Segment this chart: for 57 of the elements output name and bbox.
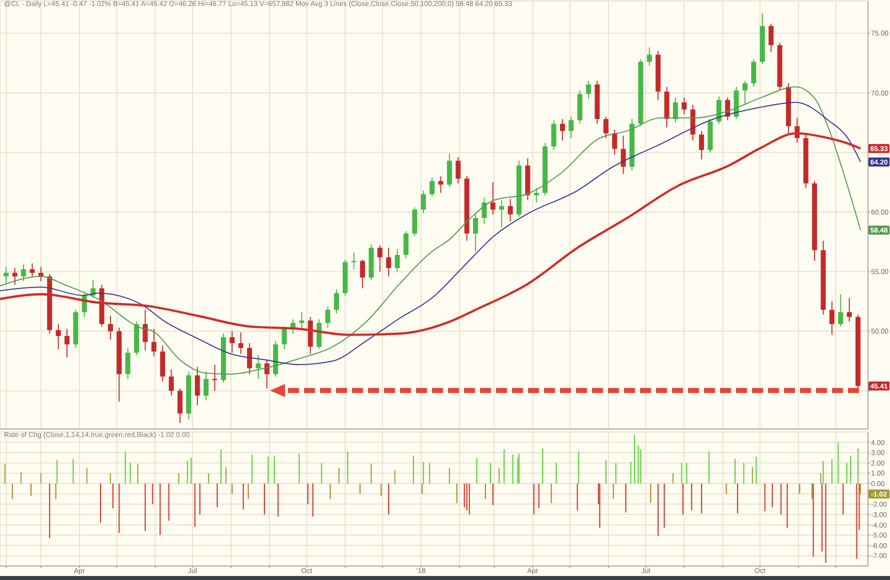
candlestick <box>125 347 130 380</box>
candlestick <box>64 328 70 358</box>
candlestick <box>194 366 200 406</box>
candlestick <box>586 80 592 100</box>
candlestick <box>247 342 252 375</box>
candlestick <box>446 153 452 188</box>
candlestick <box>108 315 113 340</box>
candlestick <box>230 330 235 354</box>
candlestick <box>142 309 148 351</box>
candlestick <box>490 182 496 215</box>
candlestick <box>482 197 487 224</box>
candlestick <box>299 312 304 331</box>
candlestick <box>672 97 678 124</box>
candlestick <box>360 259 366 289</box>
candlestick <box>551 120 556 151</box>
candlestick <box>560 118 565 141</box>
candlestick <box>334 289 339 314</box>
candlestick <box>377 244 382 272</box>
candlestick <box>282 326 287 350</box>
candlestick <box>620 135 626 174</box>
candlestick <box>829 300 834 336</box>
candlestick <box>30 262 35 277</box>
candlestick <box>768 23 774 53</box>
candlestick <box>325 306 330 328</box>
candlestick <box>238 332 244 354</box>
candlestick <box>742 80 748 104</box>
candlestick <box>612 129 618 156</box>
candlestick <box>256 354 261 380</box>
candlestick <box>456 156 461 184</box>
candlestick <box>386 247 392 277</box>
candlestick <box>846 297 852 322</box>
candlestick <box>430 176 435 198</box>
candlestick <box>168 368 174 396</box>
candlestick <box>646 46 652 66</box>
candlestick <box>508 198 513 222</box>
candlestick <box>420 190 426 214</box>
candlestick <box>404 230 408 260</box>
candlestick <box>473 214 478 252</box>
candlestick <box>151 328 156 357</box>
candlestick <box>699 130 704 160</box>
candlestick <box>751 58 756 88</box>
candlestick <box>412 206 418 236</box>
candlestick <box>568 116 574 139</box>
candlestick <box>21 264 26 282</box>
candlestick <box>499 200 504 228</box>
candlestick <box>177 388 182 424</box>
candlestick <box>394 248 400 272</box>
candlestick <box>12 268 18 286</box>
candlestick <box>534 188 539 203</box>
candlestick <box>438 176 444 194</box>
candlestick <box>716 96 722 124</box>
candlestick <box>204 371 209 401</box>
candlestick <box>682 97 687 115</box>
candlestick <box>4 266 9 284</box>
candlestick <box>56 324 61 350</box>
candlestick <box>838 294 844 327</box>
candlestick <box>603 116 608 139</box>
